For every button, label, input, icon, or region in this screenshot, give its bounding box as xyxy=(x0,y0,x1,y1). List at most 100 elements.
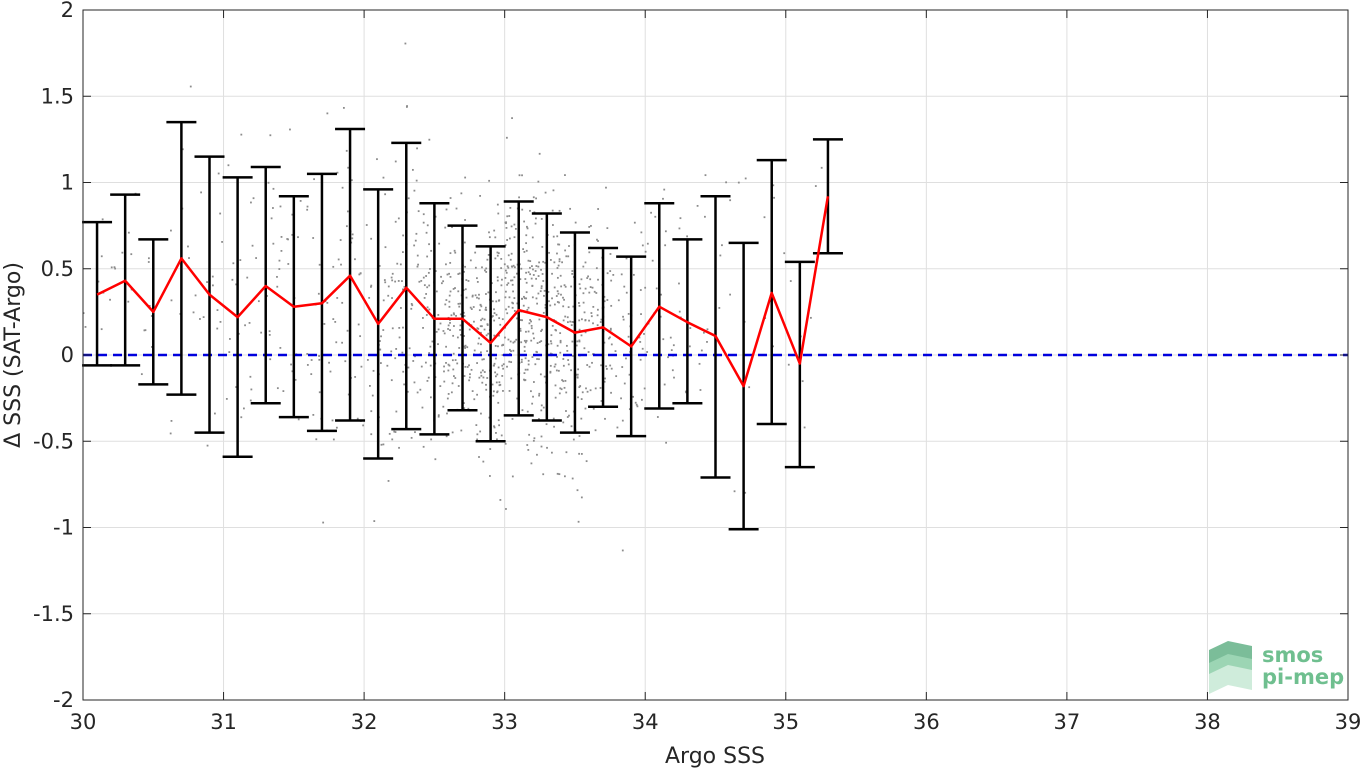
scatter-point xyxy=(532,332,535,335)
scatter-point xyxy=(523,350,526,353)
scatter-point xyxy=(610,367,613,370)
scatter-point xyxy=(268,330,271,333)
scatter-point xyxy=(554,396,557,399)
scatter-point xyxy=(497,252,500,255)
scatter-point xyxy=(655,287,658,290)
scatter-point xyxy=(272,187,275,190)
scatter-point xyxy=(354,258,356,261)
scatter-point xyxy=(526,227,529,230)
scatter-point xyxy=(434,270,437,272)
scatter-point xyxy=(594,429,597,432)
scatter-point xyxy=(536,342,539,344)
scatter-point xyxy=(814,185,817,187)
scatter-point xyxy=(187,245,189,248)
scatter-point xyxy=(550,334,553,337)
scatter-point xyxy=(538,394,541,397)
scatter-point xyxy=(451,226,453,229)
scatter-point xyxy=(689,327,692,329)
scatter-point xyxy=(783,252,786,255)
scatter-point xyxy=(588,291,591,294)
scatter-point xyxy=(551,209,554,212)
scatter-point xyxy=(406,390,409,393)
scatter-point xyxy=(641,398,643,401)
scatter-point xyxy=(550,342,553,345)
scatter-point xyxy=(219,212,222,215)
scatter-point xyxy=(459,324,462,327)
scatter-point xyxy=(151,346,153,348)
x-tick-label: 39 xyxy=(1335,710,1360,734)
scatter-point xyxy=(464,288,467,291)
scatter-point xyxy=(519,329,522,332)
scatter-point xyxy=(452,368,455,371)
scatter-point xyxy=(569,207,572,210)
scatter-point xyxy=(227,164,230,167)
scatter-point xyxy=(170,229,172,232)
scatter-point xyxy=(229,338,231,340)
x-tick-label: 38 xyxy=(1194,710,1221,734)
scatter-point xyxy=(540,285,543,288)
scatter-point xyxy=(257,300,260,303)
scatter-point xyxy=(543,289,546,292)
scatter-point xyxy=(390,350,393,353)
scatter-point xyxy=(597,208,600,210)
scatter-point xyxy=(468,364,470,367)
scatter-point xyxy=(212,284,214,287)
scatter-point xyxy=(447,324,450,327)
x-tick-label: 34 xyxy=(632,710,659,734)
scatter-point xyxy=(479,325,482,328)
scatter-point xyxy=(438,242,441,245)
scatter-point xyxy=(463,315,466,317)
scatter-point xyxy=(596,238,598,241)
scatter-point xyxy=(595,267,598,270)
x-tick-label: 30 xyxy=(70,710,97,734)
scatter-point xyxy=(494,344,497,347)
scatter-point xyxy=(414,239,417,242)
scatter-point xyxy=(564,285,567,288)
scatter-point xyxy=(485,383,487,386)
scatter-point xyxy=(597,240,599,242)
scatter-point xyxy=(673,376,675,379)
scatter-point xyxy=(564,315,567,318)
scatter-point xyxy=(625,357,627,360)
scatter-point xyxy=(130,253,133,256)
scatter-point xyxy=(507,338,510,341)
scatter-point xyxy=(496,254,499,257)
scatter-point xyxy=(447,369,450,372)
scatter-point xyxy=(510,350,512,353)
scatter-point xyxy=(603,341,606,344)
scatter-point xyxy=(644,286,647,289)
scatter-point xyxy=(544,306,547,309)
scatter-point xyxy=(525,234,528,237)
scatter-point xyxy=(635,403,638,406)
scatter-point xyxy=(450,314,453,317)
scatter-point xyxy=(522,248,525,251)
scatter-point xyxy=(341,186,344,189)
scatter-point xyxy=(582,265,585,268)
scatter-point xyxy=(552,189,555,192)
scatter-point xyxy=(344,360,347,363)
scatter-point xyxy=(459,302,462,305)
scatter-point xyxy=(169,432,172,435)
scatter-point xyxy=(449,197,452,199)
scatter-point xyxy=(429,345,432,348)
scatter-point xyxy=(578,302,580,304)
scatter-point xyxy=(577,396,579,399)
scatter-point xyxy=(820,166,823,169)
scatter-point xyxy=(260,331,263,334)
y-axis-title: Δ SSS (SAT-Argo) xyxy=(1,262,26,448)
y-tick-label: -0.5 xyxy=(33,429,74,453)
scatter-point xyxy=(444,226,447,229)
error-bar xyxy=(391,141,422,431)
scatter-point xyxy=(609,253,612,255)
scatter-point xyxy=(571,321,574,323)
scatter-point xyxy=(558,258,561,261)
error-bar xyxy=(503,200,534,417)
scatter-point xyxy=(496,276,499,279)
scatter-point xyxy=(551,324,554,327)
scatter-point xyxy=(501,375,504,377)
scatter-point xyxy=(540,445,543,448)
scatter-point xyxy=(370,284,373,287)
scatter-point xyxy=(430,249,433,252)
y-tick-label: 0 xyxy=(61,343,74,367)
